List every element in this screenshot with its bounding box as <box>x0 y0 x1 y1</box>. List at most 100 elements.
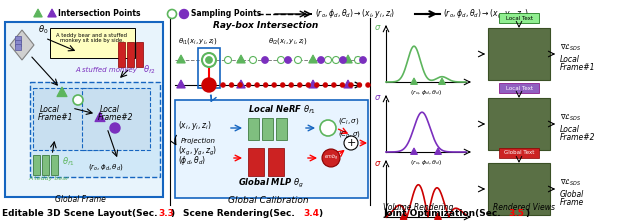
Text: Local NeRF $\theta_{f1}$: Local NeRF $\theta_{f1}$ <box>248 103 316 116</box>
FancyBboxPatch shape <box>499 83 539 93</box>
Text: $\theta_{f1}$: $\theta_{f1}$ <box>62 156 74 169</box>
Text: $(r_o, \phi_d, \theta_d)$: $(r_o, \phi_d, \theta_d)$ <box>410 88 442 97</box>
Text: Scene Rendering(Sec.: Scene Rendering(Sec. <box>183 209 295 218</box>
Text: $(x_g, y_g, z_g)$: $(x_g, y_g, z_g)$ <box>178 145 217 157</box>
Circle shape <box>294 56 301 64</box>
Circle shape <box>110 123 120 133</box>
Polygon shape <box>344 55 352 63</box>
Polygon shape <box>411 78 417 84</box>
Text: $\nabla\mathcal{L}_{SDS}$: $\nabla\mathcal{L}_{SDS}$ <box>560 178 582 188</box>
Text: $\sigma$: $\sigma$ <box>374 23 381 33</box>
Circle shape <box>271 83 276 87</box>
Text: Global Frame: Global Frame <box>55 195 106 204</box>
Text: Local: Local <box>40 105 60 114</box>
Text: Local Text: Local Text <box>506 16 532 21</box>
Polygon shape <box>411 148 417 154</box>
Text: $(r_o, \phi_d, \theta_d) \rightarrow (x_g, y_g, z_g)$: $(r_o, \phi_d, \theta_d) \rightarrow (x_… <box>443 7 529 21</box>
FancyBboxPatch shape <box>499 13 539 23</box>
Circle shape <box>344 136 358 150</box>
Text: $(C_g, \sigma)$: $(C_g, \sigma)$ <box>338 130 361 141</box>
Text: Frame#1: Frame#1 <box>560 63 595 72</box>
Circle shape <box>280 83 285 87</box>
Circle shape <box>289 83 294 87</box>
FancyBboxPatch shape <box>268 148 284 176</box>
FancyBboxPatch shape <box>248 148 264 176</box>
Circle shape <box>339 56 346 64</box>
Circle shape <box>322 149 340 167</box>
Text: Rendered Views: Rendered Views <box>493 203 555 212</box>
Circle shape <box>285 56 291 64</box>
Polygon shape <box>435 148 442 154</box>
Text: $\theta_{l1}(x_i, y_i, z_i)$: $\theta_{l1}(x_i, y_i, z_i)$ <box>178 37 218 47</box>
Text: 3.3: 3.3 <box>158 209 174 218</box>
Circle shape <box>202 53 216 67</box>
FancyBboxPatch shape <box>499 148 539 158</box>
Text: 3.5: 3.5 <box>508 209 524 218</box>
Text: Frame: Frame <box>560 198 584 207</box>
Polygon shape <box>34 9 42 17</box>
Polygon shape <box>177 55 185 63</box>
Text: Global Text: Global Text <box>504 151 534 155</box>
Text: A teddy bear and a stuffed
monkey sit side by side.: A teddy bear and a stuffed monkey sit si… <box>56 33 127 43</box>
Text: $\theta_0$: $\theta_0$ <box>38 23 49 35</box>
Circle shape <box>237 83 243 87</box>
Circle shape <box>314 83 319 87</box>
Text: $\theta_{l2}(x_i, y_i, z_i)$: $\theta_{l2}(x_i, y_i, z_i)$ <box>268 37 308 47</box>
Circle shape <box>263 83 268 87</box>
Text: Local: Local <box>560 55 580 64</box>
Text: $(x_i, y_i, z_i)$: $(x_i, y_i, z_i)$ <box>178 119 211 132</box>
FancyBboxPatch shape <box>33 155 40 175</box>
Text: Frame#2: Frame#2 <box>98 113 134 122</box>
Circle shape <box>255 83 260 87</box>
FancyBboxPatch shape <box>488 98 550 150</box>
FancyBboxPatch shape <box>15 44 21 50</box>
FancyBboxPatch shape <box>5 22 163 197</box>
Text: $emb_g$: $emb_g$ <box>324 153 339 163</box>
Polygon shape <box>308 80 317 88</box>
Text: $\sigma$: $\sigma$ <box>374 159 381 167</box>
Text: 3.4: 3.4 <box>303 209 319 218</box>
Polygon shape <box>237 55 245 63</box>
Text: $(\phi_d, \theta_d)$: $(\phi_d, \theta_d)$ <box>178 154 206 167</box>
Circle shape <box>360 56 367 64</box>
Text: Global MLP $\theta_g$: Global MLP $\theta_g$ <box>238 176 304 190</box>
Circle shape <box>365 83 371 87</box>
FancyBboxPatch shape <box>15 40 21 46</box>
Text: +: + <box>346 138 356 148</box>
FancyBboxPatch shape <box>42 155 49 175</box>
Circle shape <box>333 56 339 64</box>
Text: A teddy bear: A teddy bear <box>28 176 68 181</box>
Circle shape <box>202 78 216 92</box>
Text: $(r_o, \phi_d, \theta_d)$: $(r_o, \phi_d, \theta_d)$ <box>88 161 124 171</box>
Text: Editable 3D Scene Layout(Sec.: Editable 3D Scene Layout(Sec. <box>2 209 157 218</box>
FancyBboxPatch shape <box>248 118 259 140</box>
Circle shape <box>179 10 189 19</box>
Polygon shape <box>95 112 105 122</box>
FancyBboxPatch shape <box>15 36 21 42</box>
Polygon shape <box>57 87 67 97</box>
Circle shape <box>355 56 362 64</box>
Circle shape <box>306 83 311 87</box>
Polygon shape <box>48 9 56 17</box>
Polygon shape <box>177 80 185 88</box>
Text: ): ) <box>170 209 174 218</box>
Circle shape <box>340 83 345 87</box>
FancyBboxPatch shape <box>127 42 134 67</box>
Circle shape <box>221 83 225 87</box>
Text: A stuffed monkey: A stuffed monkey <box>75 67 137 73</box>
Text: Global Calibration: Global Calibration <box>228 196 308 205</box>
Text: Projection: Projection <box>181 138 216 144</box>
Circle shape <box>250 56 257 64</box>
Circle shape <box>73 95 83 105</box>
Text: $\theta_{f2}$: $\theta_{f2}$ <box>143 63 156 76</box>
FancyBboxPatch shape <box>488 28 550 80</box>
Circle shape <box>297 83 302 87</box>
Text: $(r_o, \phi_d, \theta_d)$: $(r_o, \phi_d, \theta_d)$ <box>410 158 442 167</box>
Polygon shape <box>435 213 442 219</box>
Text: Global: Global <box>560 190 584 199</box>
Polygon shape <box>438 78 445 84</box>
Text: Ray-box Intersection: Ray-box Intersection <box>213 21 318 30</box>
Circle shape <box>225 56 232 64</box>
Text: $\sigma$: $\sigma$ <box>374 93 381 103</box>
Text: ): ) <box>318 209 322 218</box>
